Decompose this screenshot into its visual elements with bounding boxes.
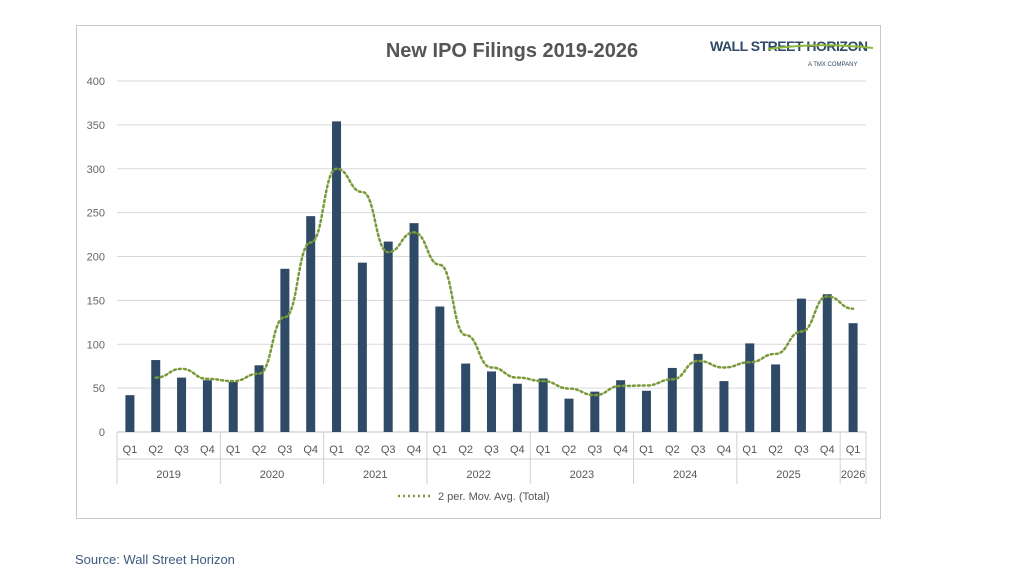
x-tick-label: Q3 xyxy=(278,444,293,456)
x-tick-label: Q1 xyxy=(123,444,138,456)
x-tick-label: Q2 xyxy=(768,444,783,456)
year-label: 2025 xyxy=(776,469,800,481)
x-tick-label: Q3 xyxy=(484,444,499,456)
bar xyxy=(590,391,600,432)
x-tick-label: Q1 xyxy=(742,444,757,456)
x-tick-label: Q3 xyxy=(691,444,706,456)
chart-frame xyxy=(76,25,881,519)
x-tick-label: Q1 xyxy=(846,444,861,456)
moving-average-line xyxy=(154,167,855,397)
y-tick-label: 400 xyxy=(87,76,105,88)
x-tick-label: Q1 xyxy=(433,444,448,456)
x-tick-label: Q1 xyxy=(329,444,344,456)
y-tick-label: 50 xyxy=(93,383,105,395)
year-label: 2023 xyxy=(570,469,594,481)
bar xyxy=(409,223,419,432)
year-label: 2024 xyxy=(673,469,697,481)
bar xyxy=(461,363,471,432)
bar xyxy=(641,390,651,432)
bar xyxy=(538,378,548,432)
bar xyxy=(771,364,781,432)
year-label: 2026 xyxy=(841,469,865,481)
year-label: 2020 xyxy=(260,469,284,481)
bar xyxy=(280,268,290,432)
x-tick-label: Q3 xyxy=(381,444,396,456)
bar xyxy=(383,241,393,432)
x-tick-label: Q1 xyxy=(536,444,551,456)
y-tick-label: 100 xyxy=(87,339,105,351)
x-tick-label: Q1 xyxy=(639,444,654,456)
y-tick-label: 200 xyxy=(87,252,105,264)
bar xyxy=(745,343,755,432)
x-tick-label: Q1 xyxy=(226,444,241,456)
bar xyxy=(177,377,187,432)
year-label: 2019 xyxy=(156,469,180,481)
x-tick-label: Q4 xyxy=(613,444,628,456)
bar xyxy=(332,121,342,433)
y-tick-label: 300 xyxy=(87,164,105,176)
bar xyxy=(306,216,316,432)
x-tick-label: Q2 xyxy=(562,444,577,456)
y-tick-label: 350 xyxy=(87,120,105,132)
x-tick-label: Q4 xyxy=(303,444,318,456)
wall-street-horizon-logo: WALL STREET HORIZON A TMX COMPANY xyxy=(710,38,874,68)
x-tick-label: Q2 xyxy=(665,444,680,456)
x-tick-label: Q4 xyxy=(717,444,732,456)
bar xyxy=(564,398,574,432)
x-tick-label: Q3 xyxy=(794,444,809,456)
bar xyxy=(693,353,703,432)
year-label: 2021 xyxy=(363,469,387,481)
x-tick-label: Q2 xyxy=(148,444,163,456)
legend-label: 2 per. Mov. Avg. (Total) xyxy=(438,491,549,503)
x-tick-label: Q4 xyxy=(200,444,215,456)
bar xyxy=(822,294,832,432)
bar xyxy=(151,360,161,432)
bar xyxy=(848,323,858,432)
bar xyxy=(667,367,677,432)
bar xyxy=(254,365,264,432)
x-tick-label: Q2 xyxy=(252,444,267,456)
bar xyxy=(616,380,626,432)
x-tick-label: Q3 xyxy=(587,444,602,456)
source-note: Source: Wall Street Horizon xyxy=(75,552,235,567)
x-tick-label: Q4 xyxy=(510,444,525,456)
bar xyxy=(202,380,212,432)
x-tick-label: Q2 xyxy=(458,444,473,456)
x-tick-label: Q2 xyxy=(355,444,370,456)
bar xyxy=(435,306,445,432)
y-tick-label: 150 xyxy=(87,295,105,307)
x-tick-label: Q3 xyxy=(174,444,189,456)
bar xyxy=(487,371,496,432)
y-tick-label: 250 xyxy=(87,208,105,220)
y-tick-label: 0 xyxy=(99,427,105,439)
svg-text:A TMX COMPANY: A TMX COMPANY xyxy=(808,62,857,68)
chart-title: New IPO Filings 2019-2026 xyxy=(385,40,639,62)
bar xyxy=(357,262,367,432)
x-tick-label: Q4 xyxy=(820,444,835,456)
bar xyxy=(719,381,729,432)
x-tick-label: Q4 xyxy=(407,444,422,456)
bar xyxy=(125,395,135,432)
bar xyxy=(796,298,806,432)
year-label: 2022 xyxy=(466,469,490,481)
bar xyxy=(228,381,238,432)
bar xyxy=(512,383,522,432)
